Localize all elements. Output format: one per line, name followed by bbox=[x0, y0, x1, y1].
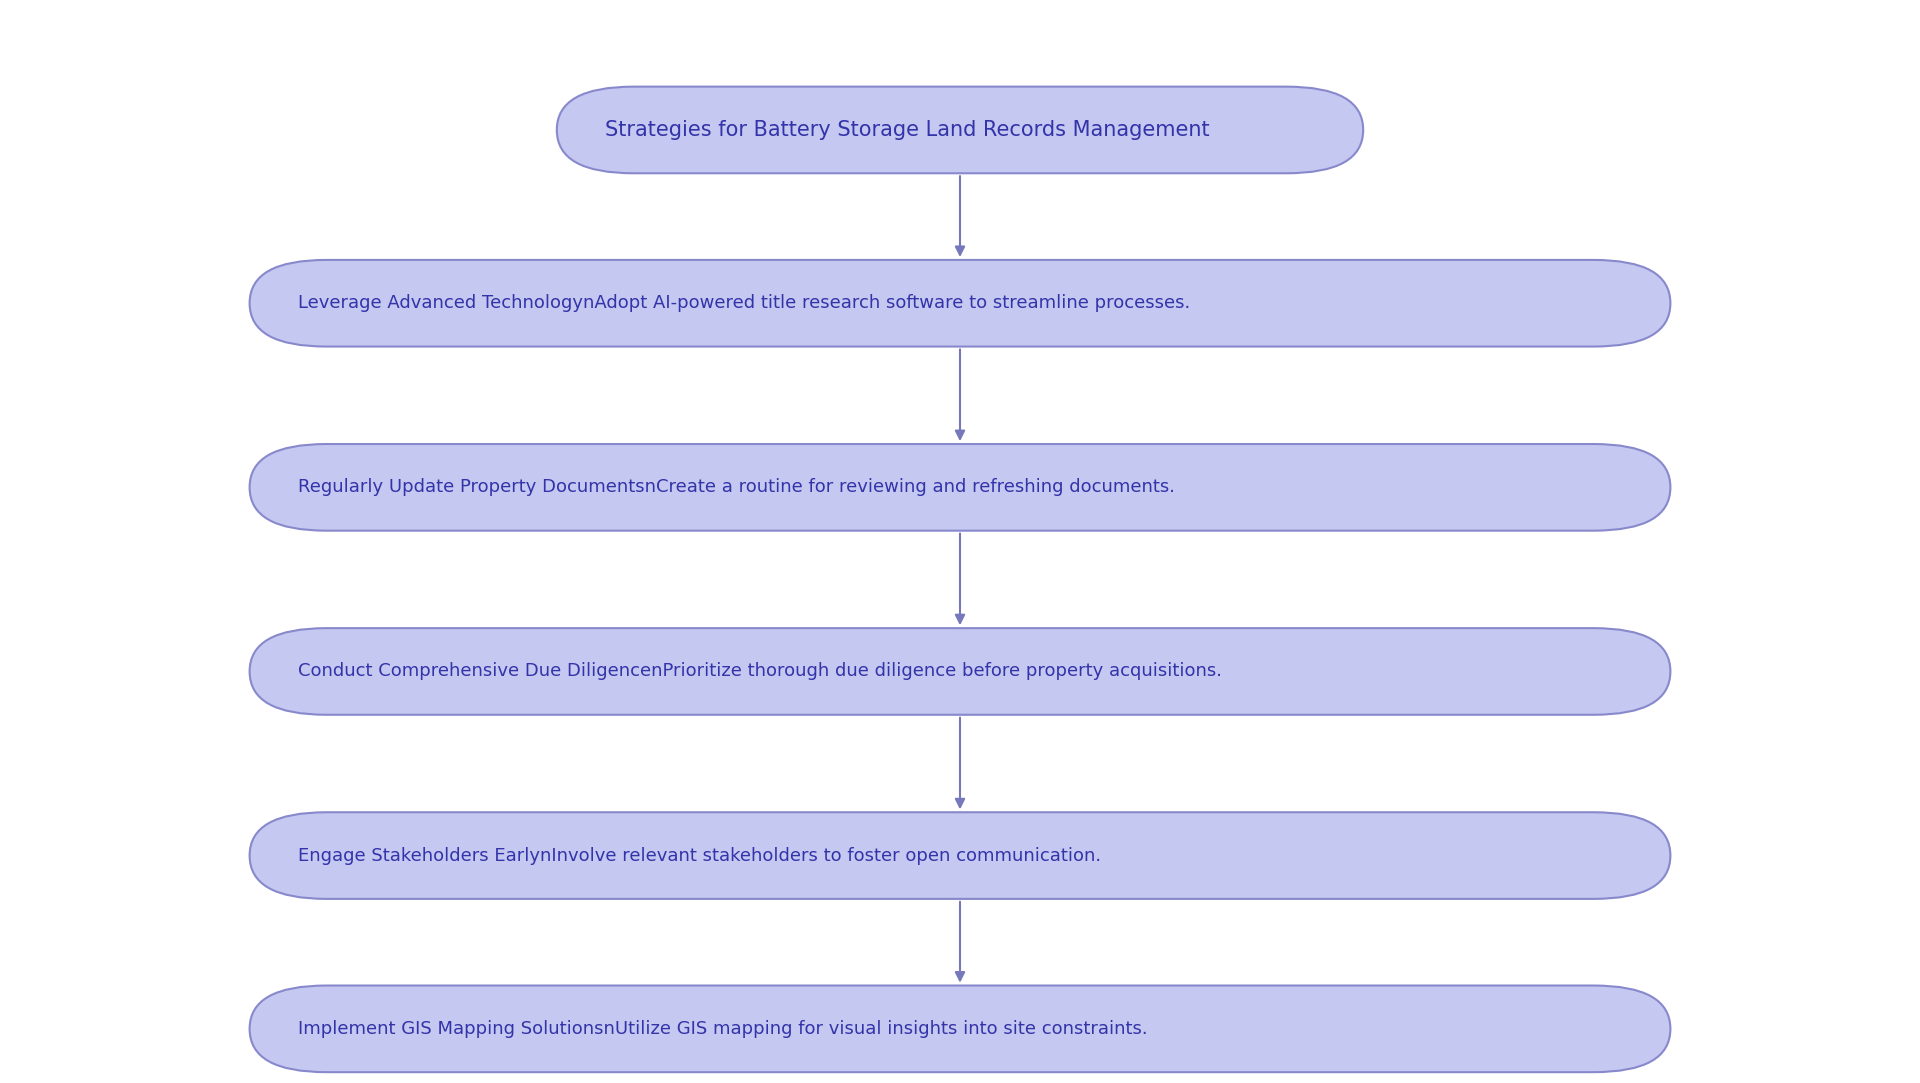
FancyBboxPatch shape bbox=[250, 628, 1670, 715]
FancyBboxPatch shape bbox=[557, 87, 1363, 173]
FancyBboxPatch shape bbox=[250, 444, 1670, 531]
Text: Conduct Comprehensive Due DiligencenPrioritize thorough due diligence before pro: Conduct Comprehensive Due DiligencenPrio… bbox=[298, 663, 1221, 680]
Text: Strategies for Battery Storage Land Records Management: Strategies for Battery Storage Land Reco… bbox=[605, 120, 1210, 140]
FancyBboxPatch shape bbox=[250, 812, 1670, 899]
Text: Engage Stakeholders EarlynInvolve relevant stakeholders to foster open communica: Engage Stakeholders EarlynInvolve releva… bbox=[298, 847, 1100, 864]
Text: Leverage Advanced TechnologynAdopt AI-powered title research software to streaml: Leverage Advanced TechnologynAdopt AI-po… bbox=[298, 295, 1190, 312]
Text: Regularly Update Property DocumentsnCreate a routine for reviewing and refreshin: Regularly Update Property DocumentsnCrea… bbox=[298, 479, 1175, 496]
FancyBboxPatch shape bbox=[250, 260, 1670, 347]
FancyBboxPatch shape bbox=[250, 986, 1670, 1072]
Text: Implement GIS Mapping SolutionsnUtilize GIS mapping for visual insights into sit: Implement GIS Mapping SolutionsnUtilize … bbox=[298, 1020, 1148, 1038]
